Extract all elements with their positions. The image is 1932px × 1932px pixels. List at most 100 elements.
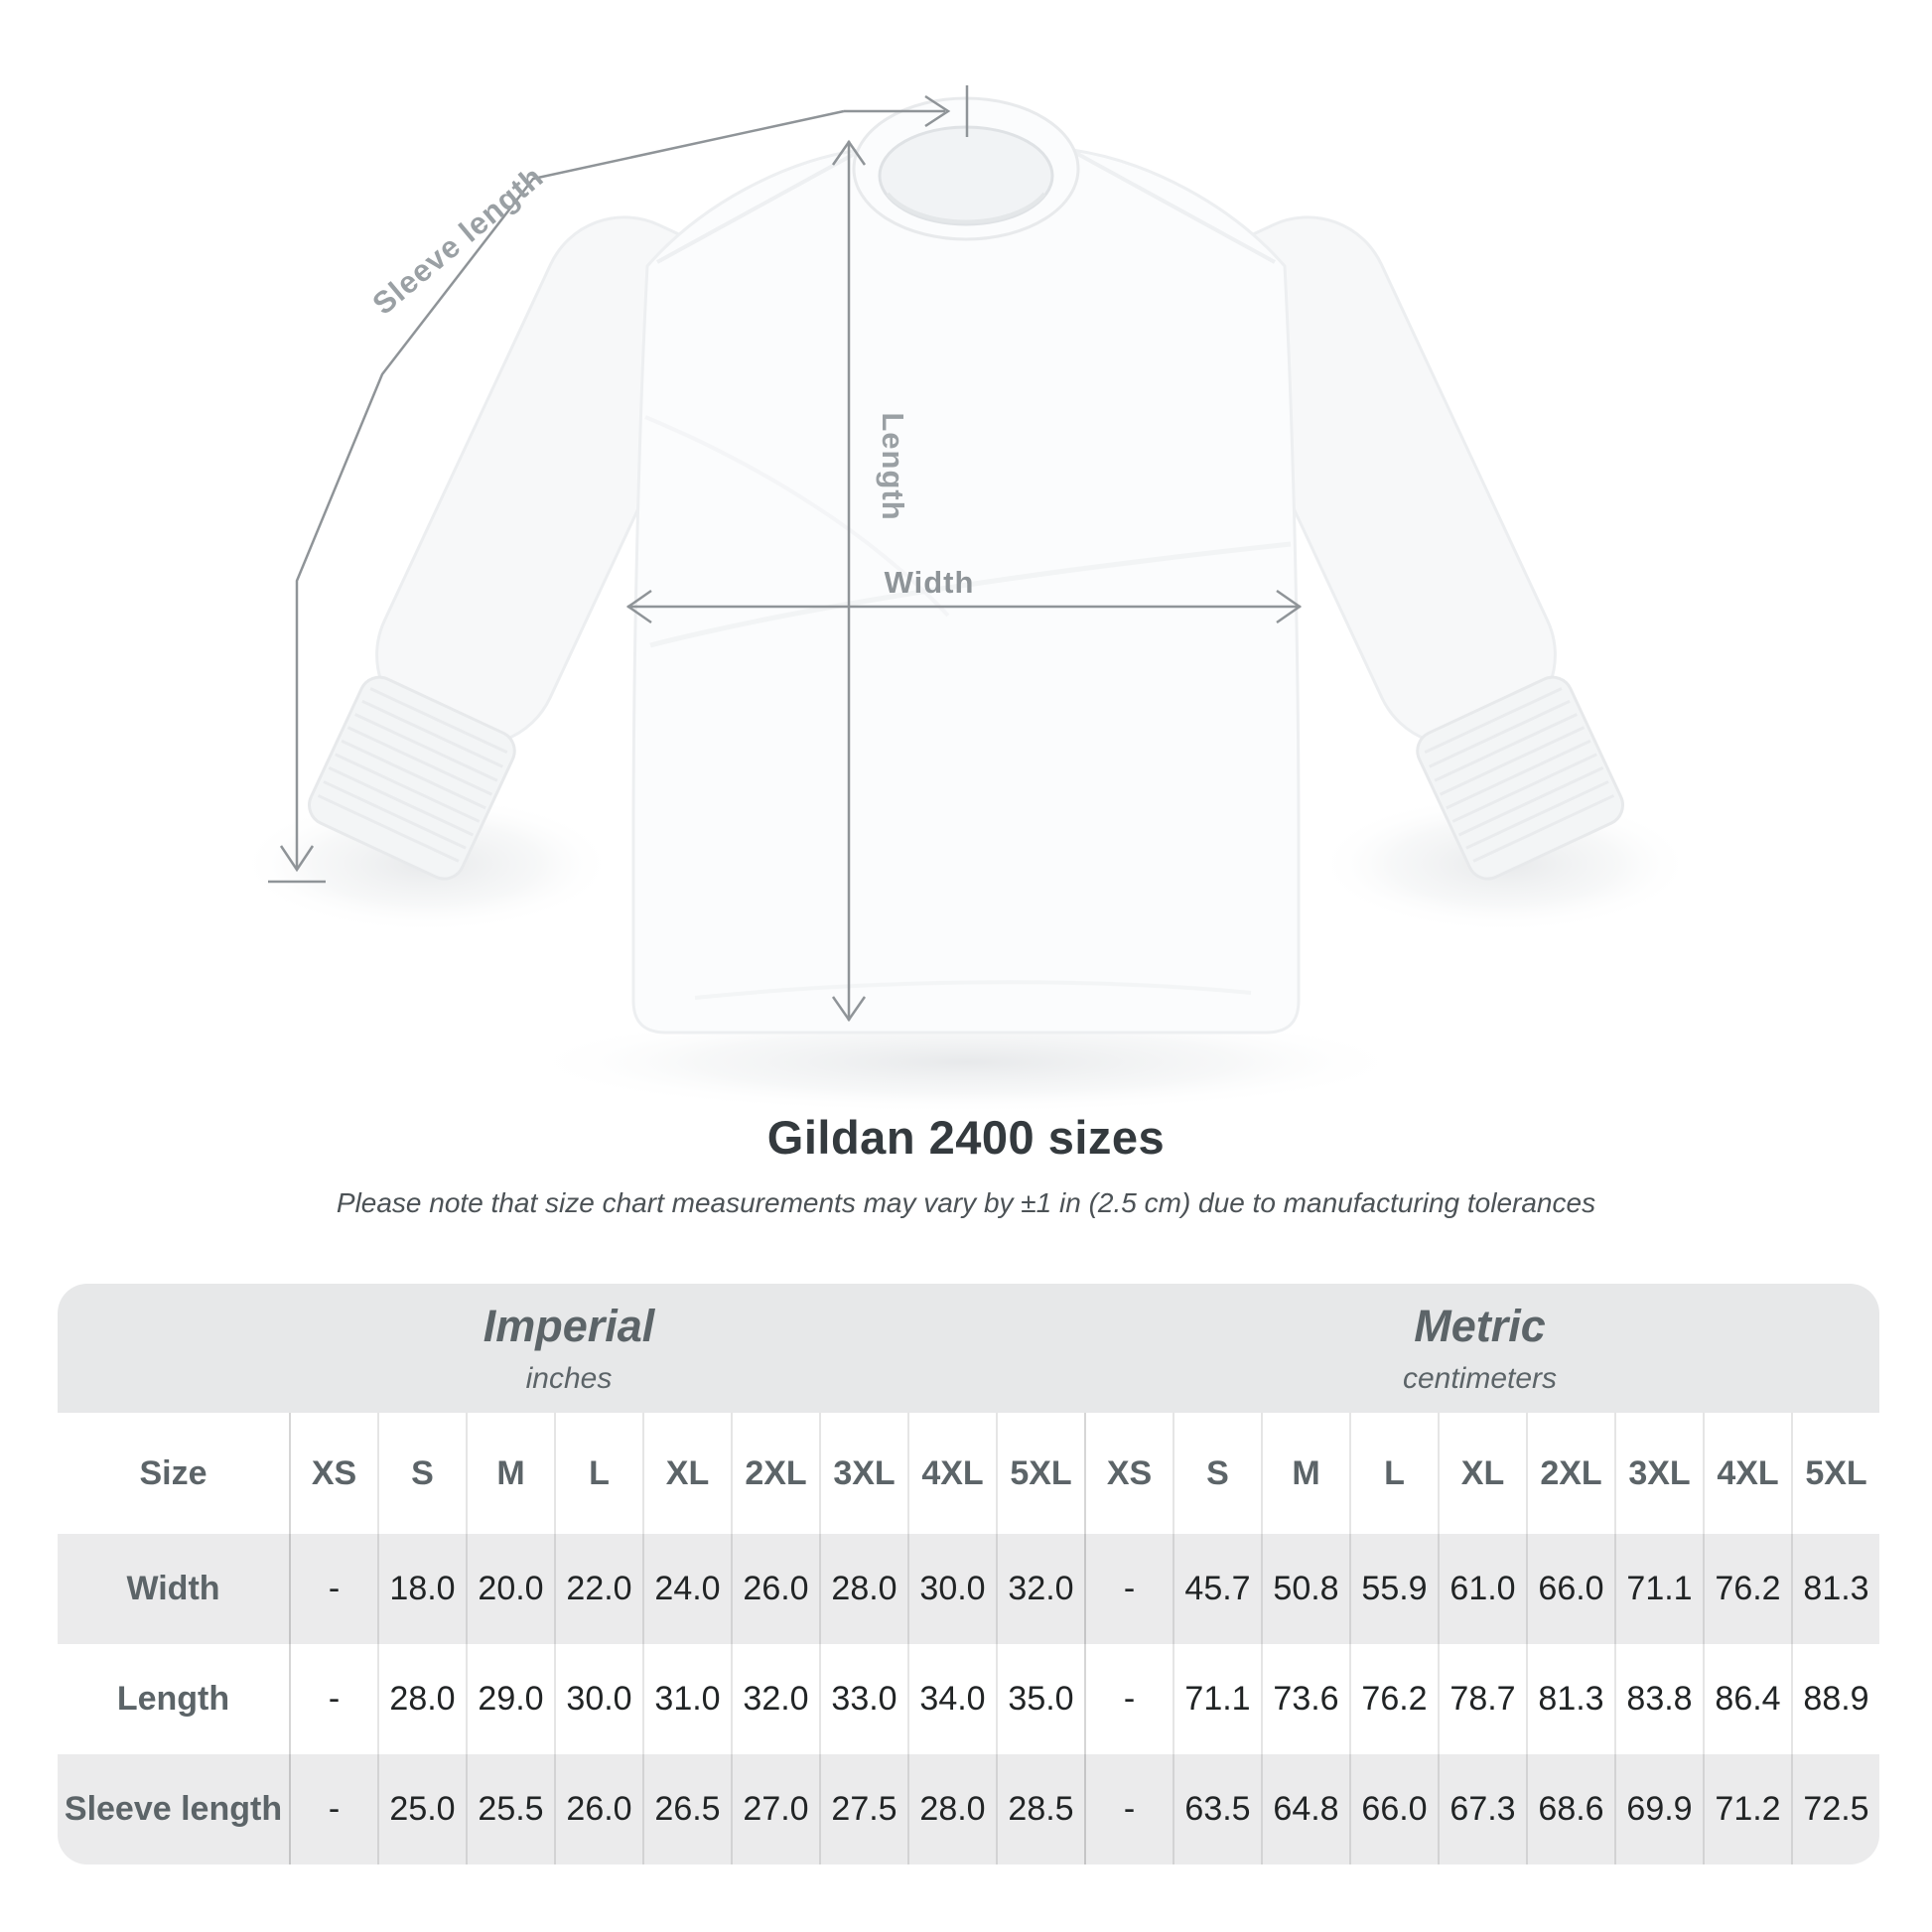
value-cell: 71.1 — [1173, 1644, 1261, 1754]
size-col-header-imperial: XS — [289, 1413, 377, 1534]
page-title: Gildan 2400 sizes — [766, 1111, 1166, 1164]
value-cell: 32.0 — [996, 1534, 1084, 1644]
unit-group-metric: Metric centimeters — [1080, 1284, 1879, 1413]
value-cell: 28.0 — [819, 1534, 907, 1644]
value-cell: 30.0 — [554, 1644, 642, 1754]
value-cell: 29.0 — [466, 1644, 554, 1754]
row-label: Length — [116, 1680, 230, 1718]
row-label: Width — [126, 1570, 220, 1607]
value-cell: 66.0 — [1349, 1754, 1438, 1864]
value-cell: 83.8 — [1614, 1644, 1703, 1754]
value-cell: 26.0 — [731, 1534, 819, 1644]
value-cell: 66.0 — [1526, 1534, 1614, 1644]
size-col-header-metric: M — [1261, 1413, 1349, 1534]
value-cell: 25.5 — [466, 1754, 554, 1864]
value-cell: 78.7 — [1438, 1644, 1526, 1754]
size-col-header-metric: L — [1349, 1413, 1438, 1534]
sleeve-length-arrow-right — [924, 94, 951, 128]
left-cuff — [308, 675, 516, 881]
shoulder-seam-left — [656, 149, 861, 264]
value-cell: 67.3 — [1438, 1754, 1526, 1864]
value-cell: 68.6 — [1526, 1754, 1614, 1864]
length-arrow-bottom — [831, 996, 867, 1023]
value-cell: 64.8 — [1261, 1754, 1349, 1864]
value-cell: 71.1 — [1614, 1534, 1703, 1644]
collar-shading — [886, 192, 1046, 224]
size-col-header-metric: XS — [1084, 1413, 1173, 1534]
right-cuff — [1416, 675, 1624, 881]
unit-label-imperial: Imperial — [483, 1301, 655, 1351]
value-cell: - — [1084, 1754, 1173, 1864]
size-table: Imperial inches Metric centimeters Size … — [58, 1284, 1879, 1864]
value-cell: 18.0 — [377, 1534, 466, 1644]
value-cell: 32.0 — [731, 1644, 819, 1754]
value-cell: 27.0 — [731, 1754, 819, 1864]
size-col-header: Size — [139, 1453, 207, 1492]
value-cell: - — [289, 1644, 377, 1754]
value-cell: 35.0 — [996, 1644, 1084, 1754]
length-arrow-top — [831, 139, 867, 166]
sleeve-length-line — [295, 109, 845, 870]
value-cell: 71.2 — [1703, 1754, 1791, 1864]
size-col-header-metric: 2XL — [1526, 1413, 1614, 1534]
value-cell: 69.9 — [1614, 1754, 1703, 1864]
value-cell: 72.5 — [1791, 1754, 1879, 1864]
value-cell: 76.2 — [1703, 1534, 1791, 1644]
value-cell: 34.0 — [907, 1644, 996, 1754]
shirt-diagram: Sleeve length Length Width — [238, 85, 1694, 1114]
size-col-header-imperial: 4XL — [907, 1413, 996, 1534]
width-label: Width — [885, 565, 975, 600]
table-row: Length -28.0 29.0 30.0 31.0 32.0 33.0 34.0 35.0… — [58, 1644, 1879, 1754]
size-col-header-imperial: 2XL — [731, 1413, 819, 1534]
value-cell: - — [289, 1534, 377, 1644]
value-cell: 28.5 — [996, 1754, 1084, 1864]
size-col-header-imperial: L — [554, 1413, 642, 1534]
right-sleeve — [1206, 215, 1624, 881]
value-cell: 20.0 — [466, 1534, 554, 1644]
left-cuff-ribs — [317, 687, 508, 863]
right-cuff-ribs — [1424, 687, 1615, 863]
value-cell: 24.0 — [642, 1534, 731, 1644]
value-cell: 31.0 — [642, 1644, 731, 1754]
unit-group-imperial: Imperial inches — [58, 1284, 1080, 1413]
size-col-header-metric: S — [1173, 1413, 1261, 1534]
value-cell: - — [1084, 1644, 1173, 1754]
fold-line — [644, 415, 950, 618]
value-cell: 26.0 — [554, 1754, 642, 1864]
value-cell: 63.5 — [1173, 1754, 1261, 1864]
value-cell: 33.0 — [819, 1644, 907, 1754]
value-cell: 30.0 — [907, 1534, 996, 1644]
shirt-shadow — [519, 1011, 1413, 1114]
value-cell: 22.0 — [554, 1534, 642, 1644]
size-col-header-metric: 3XL — [1614, 1413, 1703, 1534]
value-cell: 26.5 — [642, 1754, 731, 1864]
unit-band: Imperial inches Metric centimeters — [58, 1284, 1879, 1413]
left-sleeve — [308, 215, 726, 881]
value-cell: 45.7 — [1173, 1534, 1261, 1644]
width-arrow-right — [1276, 589, 1303, 624]
hem-line — [694, 980, 1252, 1000]
value-cell: 25.0 — [377, 1754, 466, 1864]
value-cell: 27.5 — [819, 1754, 907, 1864]
value-cell: 86.4 — [1703, 1644, 1791, 1754]
size-col-header-metric: 4XL — [1703, 1413, 1791, 1534]
sleeve-length-label: Sleeve length — [365, 159, 550, 322]
size-col-header-metric: XL — [1438, 1413, 1526, 1534]
size-col-header-imperial: XL — [642, 1413, 731, 1534]
table-row: Sleeve length -25.0 25.5 26.0 26.5 27.0 27.5 2… — [58, 1754, 1879, 1864]
page-subtitle: Please note that size chart measurements… — [336, 1187, 1596, 1218]
size-col-header-imperial: 3XL — [819, 1413, 907, 1534]
size-col-header-imperial: 5XL — [996, 1413, 1084, 1534]
value-cell: 88.9 — [1791, 1644, 1879, 1754]
unit-sublabel-imperial: inches — [525, 1362, 613, 1395]
value-cell: 28.0 — [907, 1754, 996, 1864]
value-cell: 76.2 — [1349, 1644, 1438, 1754]
value-cell: 81.3 — [1526, 1644, 1614, 1754]
shoulder-seam-right — [1071, 149, 1276, 264]
value-cell: 55.9 — [1349, 1534, 1438, 1644]
size-col-header-metric: 5XL — [1791, 1413, 1879, 1534]
value-cell: 61.0 — [1438, 1534, 1526, 1644]
row-label: Sleeve length — [64, 1790, 283, 1828]
width-arrow-left — [625, 589, 652, 624]
